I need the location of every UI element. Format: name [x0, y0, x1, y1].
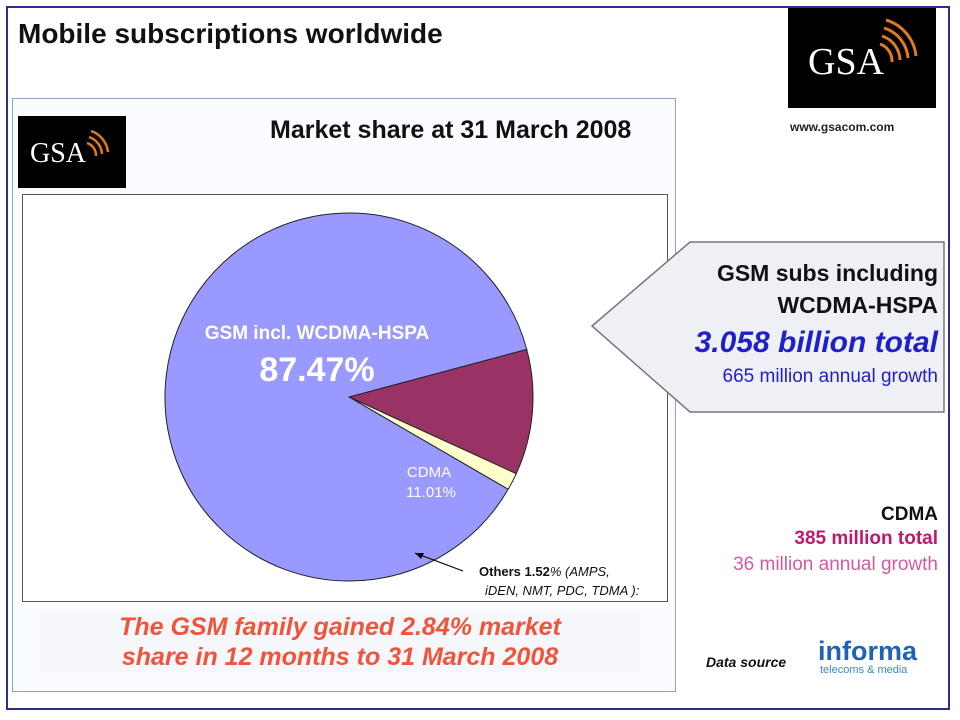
others-label-rest: % (AMPS, [550, 564, 610, 579]
others-leader-line [414, 552, 464, 572]
cdma-growth: 36 million annual growth [733, 554, 938, 575]
chart-frame: GSM incl. WCDMA-HSPA 87.47% CDMA 11.01% … [22, 194, 668, 602]
gsa-panel-logo-text: GSA [30, 138, 87, 169]
informa-tagline: telecoms & media [820, 664, 908, 676]
others-label-bold: Others 1.52 [479, 564, 550, 579]
arrowhead-icon [415, 553, 424, 559]
others-label-line1: Others 1.52% (AMPS, [479, 564, 610, 579]
gsa-logo: GSA [788, 8, 936, 108]
gsm-callout-line1: GSM subs including [716, 260, 938, 286]
signal-arcs-icon [86, 129, 110, 157]
data-source-label: Data source [706, 654, 787, 670]
gsm-callout-line2: WCDMA-HSPA [777, 292, 938, 318]
website-url: www.gsacom.com [790, 120, 895, 134]
slice-gsm [164, 212, 528, 582]
cdma-callout-title: CDMA [881, 504, 938, 525]
gsm-total: 3.058 billion total [694, 326, 938, 359]
slice-label-cdma: CDMA [407, 464, 451, 481]
chart-title: Market share at 31 March 2008 [270, 116, 632, 144]
others-label-line2: iDEN, NMT, PDC, TDMA ): [485, 583, 640, 598]
gsa-panel-logo: GSA [18, 116, 126, 188]
footer-note-line2: share in 12 months to 31 March 2008 [121, 643, 559, 671]
slice-value-cdma: 11.01% [406, 484, 456, 501]
slice-cdma [347, 348, 534, 475]
pie-chart: GSM incl. WCDMA-HSPA 87.47% CDMA 11.01% … [164, 212, 640, 598]
gsa-logo-text: GSA [808, 41, 885, 83]
signal-arcs-icon [879, 18, 918, 63]
gsm-growth: 665 million annual growth [722, 366, 938, 387]
footer-note-line1: The GSM family gained 2.84% market [119, 613, 561, 641]
cdma-total: 385 million total [794, 528, 938, 549]
page-title: Mobile subscriptions worldwide [18, 18, 443, 49]
slice-label-gsm: GSM incl. WCDMA-HSPA [205, 323, 430, 344]
footer-note: The GSM family gained 2.84% market share… [40, 612, 640, 672]
informa-logo: informa [818, 636, 918, 666]
slice-value-gsm: 87.47% [259, 351, 374, 389]
